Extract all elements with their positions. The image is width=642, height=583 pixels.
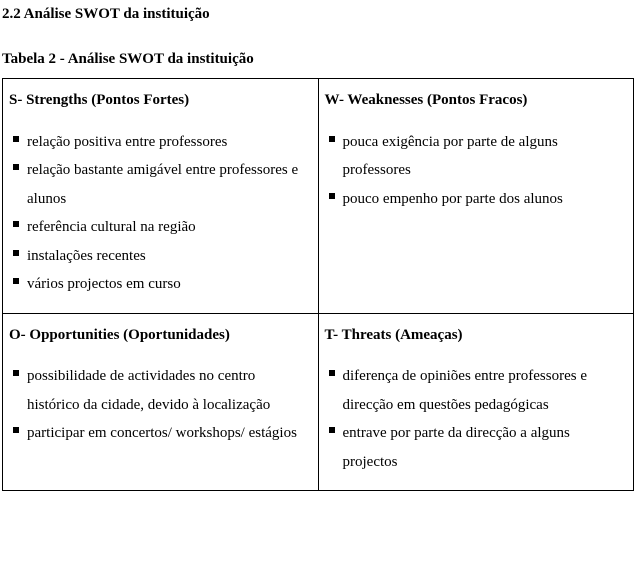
swot-list-threats: diferença de opiniões entre professores … <box>325 362 624 476</box>
swot-cell-strengths: S- Strengths (Pontos Fortes) relação pos… <box>3 79 319 314</box>
list-item: entrave por parte da direcção a alguns p… <box>329 419 624 476</box>
list-item: instalações recentes <box>13 242 308 271</box>
swot-list-strengths: relação positiva entre professoresrelaçã… <box>9 128 308 299</box>
swot-header-strengths: S- Strengths (Pontos Fortes) <box>9 89 308 112</box>
section-title: 2.2 Análise SWOT da instituição <box>2 6 634 23</box>
swot-list-opportunities: possibilidade de actividades no centro h… <box>9 362 308 448</box>
swot-list-weaknesses: pouca exigência por parte de alguns prof… <box>325 128 624 214</box>
list-item: possibilidade de actividades no centro h… <box>13 362 308 419</box>
list-item: diferença de opiniões entre professores … <box>329 362 624 419</box>
swot-cell-threats: T- Threats (Ameaças) diferença de opiniõ… <box>318 313 634 491</box>
table-caption: Tabela 2 - Análise SWOT da instituição <box>2 51 634 68</box>
list-item: referência cultural na região <box>13 213 308 242</box>
swot-header-weaknesses: W- Weaknesses (Pontos Fracos) <box>325 89 624 112</box>
swot-header-threats: T- Threats (Ameaças) <box>325 324 624 347</box>
list-item: vários projectos em curso <box>13 270 308 299</box>
list-item: pouca exigência por parte de alguns prof… <box>329 128 624 185</box>
list-item: pouco empenho por parte dos alunos <box>329 185 624 214</box>
list-item: relação positiva entre professores <box>13 128 308 157</box>
list-item: participar em concertos/ workshops/ está… <box>13 419 308 448</box>
swot-header-opportunities: O- Opportunities (Oportunidades) <box>9 324 308 347</box>
list-item: relação bastante amigável entre professo… <box>13 156 308 213</box>
swot-cell-opportunities: O- Opportunities (Oportunidades) possibi… <box>3 313 319 491</box>
swot-cell-weaknesses: W- Weaknesses (Pontos Fracos) pouca exig… <box>318 79 634 314</box>
swot-table: S- Strengths (Pontos Fortes) relação pos… <box>2 78 634 491</box>
document-page: 2.2 Análise SWOT da instituição Tabela 2… <box>0 0 642 583</box>
